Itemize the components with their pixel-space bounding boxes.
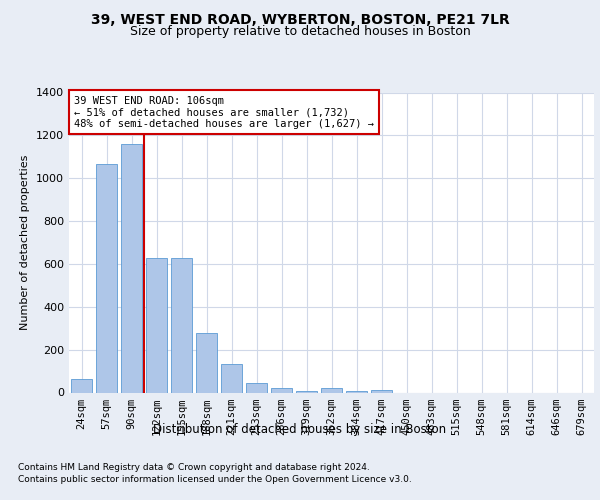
Bar — [121, 144, 142, 392]
Text: 39, WEST END ROAD, WYBERTON, BOSTON, PE21 7LR: 39, WEST END ROAD, WYBERTON, BOSTON, PE2… — [91, 12, 509, 26]
Text: 39 WEST END ROAD: 106sqm
← 51% of detached houses are smaller (1,732)
48% of sem: 39 WEST END ROAD: 106sqm ← 51% of detach… — [74, 96, 374, 128]
Bar — [96, 164, 117, 392]
Bar — [321, 388, 342, 392]
Bar — [171, 258, 192, 392]
Text: Size of property relative to detached houses in Boston: Size of property relative to detached ho… — [130, 25, 470, 38]
Y-axis label: Number of detached properties: Number of detached properties — [20, 155, 31, 330]
Text: Contains HM Land Registry data © Crown copyright and database right 2024.: Contains HM Land Registry data © Crown c… — [18, 462, 370, 471]
Bar — [221, 364, 242, 392]
Bar — [371, 390, 392, 392]
Bar — [71, 379, 92, 392]
Text: Contains public sector information licensed under the Open Government Licence v3: Contains public sector information licen… — [18, 475, 412, 484]
Text: Distribution of detached houses by size in Boston: Distribution of detached houses by size … — [154, 422, 446, 436]
Bar — [196, 333, 217, 392]
Bar — [246, 383, 267, 392]
Bar — [271, 388, 292, 392]
Bar — [146, 258, 167, 392]
